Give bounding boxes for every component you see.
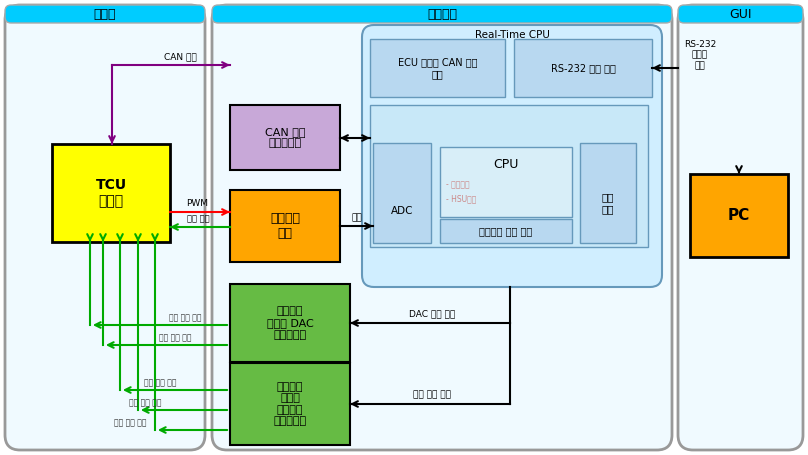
Bar xyxy=(580,143,636,243)
Bar xyxy=(230,190,340,262)
Bar xyxy=(440,147,572,217)
Text: 모사장치: 모사장치 xyxy=(427,7,457,20)
FancyBboxPatch shape xyxy=(362,25,662,287)
Text: 실부하용
밸브: 실부하용 밸브 xyxy=(270,212,300,240)
Text: 입력 센서 신호: 입력 센서 신호 xyxy=(158,333,191,342)
Text: ECU 모사용 CAN 통신
채널: ECU 모사용 CAN 통신 채널 xyxy=(398,57,478,79)
Text: RS-232 통신 채널: RS-232 통신 채널 xyxy=(550,63,616,73)
Bar xyxy=(514,39,652,97)
Text: 입력 센서 신호: 입력 센서 신호 xyxy=(169,313,201,322)
Text: 제어기: 제어기 xyxy=(94,7,116,20)
Text: TCU
제어기: TCU 제어기 xyxy=(95,178,127,208)
Text: PC: PC xyxy=(728,208,750,223)
Text: - HSU모달: - HSU모달 xyxy=(446,194,477,203)
Text: CAN 통신: CAN 통신 xyxy=(164,52,196,61)
Bar xyxy=(230,363,350,445)
Text: 외부모듈 통신 채널: 외부모듈 통신 채널 xyxy=(479,226,532,236)
Bar xyxy=(370,105,648,247)
Text: 속도 센서 신호: 속도 센서 신호 xyxy=(128,398,162,407)
Text: RS-232
시리얼
통신: RS-232 시리얼 통신 xyxy=(684,40,716,70)
FancyBboxPatch shape xyxy=(5,5,205,450)
FancyBboxPatch shape xyxy=(212,5,672,23)
Text: GUI: GUI xyxy=(729,7,751,20)
Text: 속도 센서 신호: 속도 센서 신호 xyxy=(144,378,176,387)
FancyBboxPatch shape xyxy=(678,5,803,450)
Text: 속도센서
모사용
함수발생
인터페이스: 속도센서 모사용 함수발생 인터페이스 xyxy=(273,382,306,426)
Bar xyxy=(690,174,788,257)
Text: 속도 센서 신호: 속도 센서 신호 xyxy=(114,418,146,427)
Text: 저장
매체: 저장 매체 xyxy=(602,192,614,214)
Text: ADC: ADC xyxy=(391,206,413,216)
Text: CAN 통신
인터페이스: CAN 통신 인터페이스 xyxy=(265,126,305,148)
FancyBboxPatch shape xyxy=(678,5,803,23)
Text: 전류 센서: 전류 센서 xyxy=(187,214,209,223)
Bar xyxy=(370,39,505,97)
FancyBboxPatch shape xyxy=(5,5,205,23)
Bar xyxy=(52,144,170,242)
FancyBboxPatch shape xyxy=(212,5,672,450)
Bar xyxy=(230,105,340,170)
Bar xyxy=(373,143,431,243)
Bar xyxy=(230,284,350,362)
Text: 압력센서
모사용 DAC
인터페이스: 압력센서 모사용 DAC 인터페이스 xyxy=(267,306,314,339)
Text: PWM: PWM xyxy=(186,199,208,208)
Bar xyxy=(440,219,572,243)
Text: 속도 출력 명령: 속도 출력 명령 xyxy=(413,390,451,399)
Text: 전류: 전류 xyxy=(351,213,362,222)
Text: DAC 출력 명령: DAC 출력 명령 xyxy=(409,309,455,318)
Text: Real-Time CPU: Real-Time CPU xyxy=(474,30,549,40)
Text: - 필드모달: - 필드모달 xyxy=(446,181,469,189)
Text: CPU: CPU xyxy=(494,158,519,172)
